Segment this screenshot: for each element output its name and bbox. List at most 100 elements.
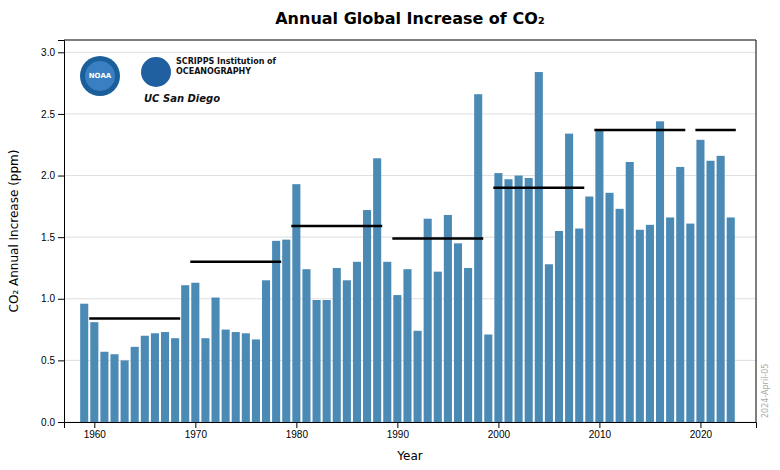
tick-label: 2.5: [41, 109, 55, 120]
bar: [252, 339, 260, 422]
logo-text: SCRIPPS Institution ofOCEANOGRAPHY: [176, 57, 277, 76]
decade-mean-line: [190, 261, 281, 264]
bar: [535, 72, 543, 422]
bar: [545, 264, 553, 422]
bar: [434, 272, 442, 422]
tick: 1960: [84, 422, 107, 440]
tick-mark: [58, 52, 64, 53]
bar: [696, 140, 704, 422]
axis-line: [58, 41, 65, 423]
bar: [454, 243, 462, 422]
tick: 2000: [488, 422, 511, 440]
bar: [414, 331, 422, 422]
bar: [464, 268, 472, 422]
bar: [616, 209, 624, 422]
tick: 3.0: [41, 47, 64, 58]
bar: [605, 193, 613, 422]
x-axis-title: Year: [396, 449, 422, 463]
decade-mean-line: [89, 317, 180, 320]
tick-mark: [94, 422, 95, 428]
tick: 2020: [690, 422, 713, 440]
watermark: 2024-April-05: [761, 364, 770, 418]
tick-label: 0.0: [41, 417, 55, 428]
bar: [646, 225, 654, 422]
bar: [363, 210, 371, 422]
logo-text: NOAA: [89, 72, 112, 80]
bar: [161, 332, 169, 422]
bar: [302, 269, 310, 422]
x-axis: 1960197019801990200020102020: [65, 422, 757, 440]
tick-mark: [397, 422, 398, 428]
tick-mark: [58, 114, 64, 115]
bar: [272, 241, 280, 422]
bar: [232, 332, 240, 422]
bar: [131, 347, 139, 422]
bar: [323, 300, 331, 422]
bar: [393, 295, 401, 422]
tick-label: 2.0: [41, 170, 55, 181]
bar: [474, 94, 482, 422]
bar: [262, 280, 270, 422]
bar: [686, 224, 694, 422]
tick-label: 2010: [589, 429, 612, 440]
bar: [171, 338, 179, 422]
plot: 19601970198019902000201020200.00.51.01.5…: [41, 40, 756, 440]
grid-line: [64, 175, 756, 176]
decade-mean-line: [392, 237, 483, 240]
tick: 2.0: [41, 170, 64, 181]
bar: [656, 121, 664, 422]
decade-mean-line: [594, 129, 685, 132]
tick-mark: [498, 422, 499, 428]
tick-mark: [58, 360, 64, 361]
frame: [64, 40, 756, 41]
bar: [242, 333, 250, 422]
grid: [64, 52, 756, 422]
bar: [484, 335, 492, 422]
bar: [282, 240, 290, 422]
bar: [717, 156, 725, 422]
tick-label: 2000: [488, 429, 511, 440]
tick-label: 1990: [387, 429, 410, 440]
logo-text: UC San Diego: [144, 93, 220, 104]
bar: [727, 217, 735, 422]
bar: [444, 215, 452, 422]
tick-label: 1960: [84, 429, 107, 440]
tick-label: 1.0: [41, 293, 55, 304]
tick-mark: [58, 299, 64, 300]
decade-means: [89, 130, 736, 319]
tick: 1.5: [41, 232, 64, 243]
logos: NOAA SCRIPPS Institution ofOCEANOGRAPHY UC…: [80, 56, 277, 104]
bar: [110, 354, 118, 422]
bar: [141, 336, 149, 422]
tick: 1990: [387, 422, 410, 440]
marks: [80, 72, 736, 422]
bar: [585, 196, 593, 422]
title: Annual Global Increase of CO₂: [275, 9, 545, 28]
bar: [383, 262, 391, 422]
logo-circle: [141, 57, 171, 87]
frame: [756, 40, 757, 422]
bar: [292, 184, 300, 422]
bar: [313, 300, 321, 422]
bar: [706, 161, 714, 422]
bar: [575, 229, 583, 422]
grid-line: [64, 52, 756, 53]
bar: [353, 262, 361, 422]
grid-line: [64, 113, 756, 114]
bar: [201, 338, 209, 422]
tick-label: 1980: [286, 429, 309, 440]
tick-label: 1.5: [41, 232, 55, 243]
tick: 0.5: [41, 355, 64, 366]
bar: [515, 176, 523, 422]
tick: 1.0: [41, 293, 64, 304]
bar: [121, 360, 129, 422]
decade-mean-line: [493, 187, 584, 190]
bar: [525, 178, 533, 422]
y-axis-title: CO₂ Annual Increase (ppm): [7, 150, 21, 313]
bar: [676, 167, 684, 422]
bar: [636, 230, 644, 422]
bar: [333, 268, 341, 422]
tick: 2.5: [41, 109, 64, 120]
logo-circle: [80, 56, 120, 96]
tick-mark: [296, 422, 297, 428]
